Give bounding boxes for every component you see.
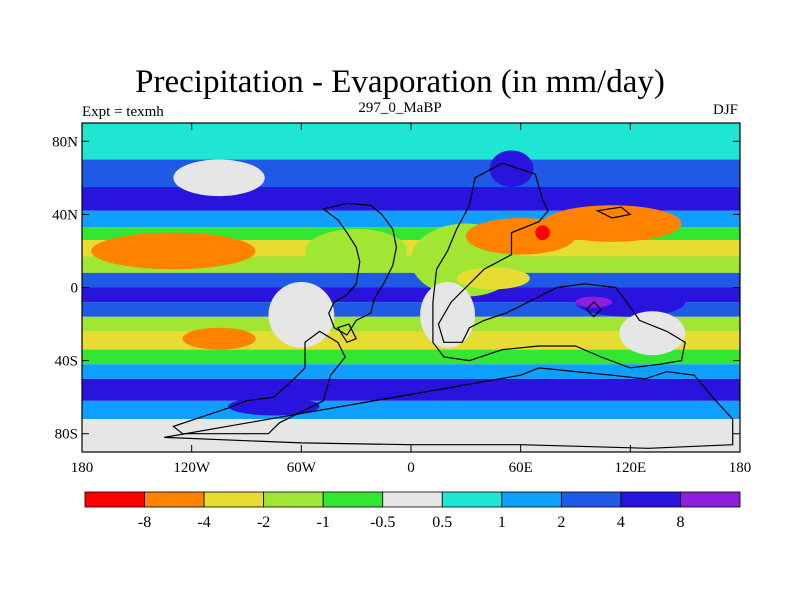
y-tick-label: 40N (52, 207, 78, 223)
colorbar-swatch-1 (144, 491, 205, 508)
field-patch-7 (575, 287, 686, 317)
colorbar-swatch-7 (501, 491, 562, 508)
field-band-7 (82, 272, 740, 288)
colorbar-label: -1 (317, 514, 330, 531)
field-band-2 (82, 186, 740, 211)
y-tick-label: 80S (55, 427, 78, 443)
field-band-9 (82, 302, 740, 317)
colorbar-label: -0.5 (370, 514, 395, 531)
colorbar-label: 2 (557, 514, 565, 531)
coastline-antarctica (164, 367, 734, 449)
field-band-10 (82, 316, 740, 332)
field-band-14 (82, 378, 740, 401)
field-patch-6 (535, 225, 550, 240)
x-tick-label: 120W (173, 460, 211, 476)
colorbar-label: -2 (257, 514, 270, 531)
field-patch-14 (489, 150, 534, 187)
time-label: 297_0_MaBP (358, 100, 442, 116)
coastline-africa-eurasia (432, 162, 686, 369)
y-tick-label: 0 (71, 281, 79, 297)
season-label: DJF (712, 102, 738, 118)
colorbar-label: -4 (197, 514, 210, 531)
colorbar-label: 0.5 (432, 514, 452, 531)
coastline-island-2 (595, 206, 632, 219)
field-patch-15 (228, 397, 320, 416)
colorbar-label: 8 (676, 514, 684, 531)
x-tick-label: 180 (729, 460, 752, 476)
field-band-6 (82, 256, 740, 273)
colorbar-swatch-8 (560, 491, 622, 508)
colorbar-swatch-0 (84, 491, 145, 508)
field-patch-13 (173, 159, 265, 197)
field-patch-4 (456, 267, 530, 290)
x-tick-label: 0 (407, 460, 415, 476)
field-patch-10 (268, 282, 335, 348)
colorbar-swatch-3 (263, 491, 324, 508)
field-patch-12 (619, 311, 686, 356)
colorbar-swatch-6 (441, 491, 503, 508)
field-band-8 (82, 287, 740, 303)
field-patch-5 (542, 205, 682, 242)
field-patch-9 (182, 327, 256, 350)
colorbar-label: -8 (138, 514, 151, 531)
experiment-label: Expt = texmh (82, 104, 164, 120)
field-patch-1 (304, 229, 408, 273)
x-tick-label: 120E (614, 460, 646, 476)
colorbar-swatch-4 (322, 491, 384, 508)
map-title: Precipitation - Evaporation (in mm/day) (135, 64, 665, 100)
field-band-12 (82, 349, 740, 365)
x-tick-label: 60E (509, 460, 533, 476)
colorbar-swatch-5 (382, 491, 443, 508)
coastline-island-3 (585, 301, 602, 318)
colorbar-swatch-2 (203, 491, 265, 508)
x-tick-label: 180 (71, 460, 94, 476)
colorbar-swatch-9 (620, 491, 681, 508)
colorbar-label: 4 (617, 514, 625, 531)
y-tick-label: 40S (55, 354, 78, 370)
coastline-island-1 (336, 323, 358, 344)
coastline-north-america (321, 202, 398, 336)
colorbar-label: 1 (498, 514, 506, 531)
field-patch-0 (91, 232, 256, 270)
field-band-13 (82, 364, 740, 379)
colorbar-swatch-10 (680, 491, 741, 508)
y-tick-label: 80N (52, 134, 78, 150)
x-tick-label: 60W (287, 460, 317, 476)
